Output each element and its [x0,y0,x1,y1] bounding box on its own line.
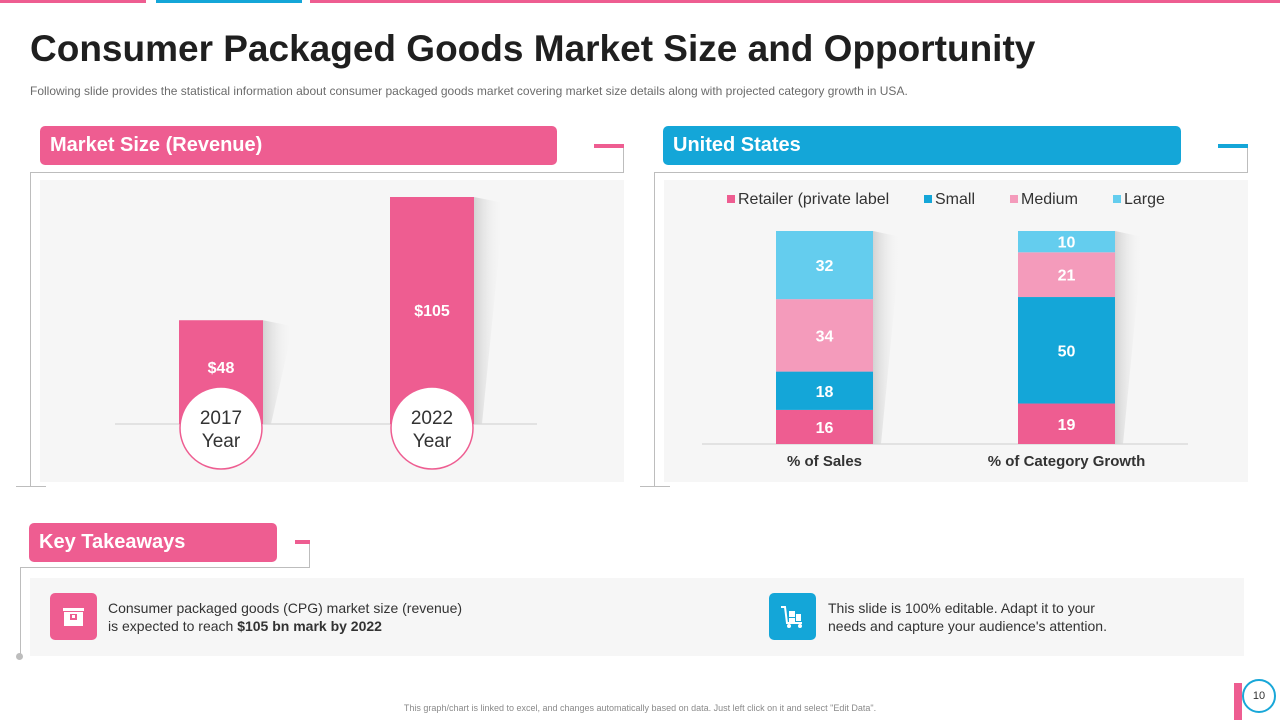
segment-value-label: 16 [816,420,834,437]
legend-label: Retailer (private label [738,191,889,208]
left-panel-bracket [30,172,624,486]
right-panel-bracket [654,172,1248,486]
segment-retailer [776,409,873,444]
takeaway-item-1-line1: Consumer packaged goods (CPG) market siz… [108,600,463,616]
page-number: 10 [1242,679,1276,713]
segment-medium [776,299,873,372]
x-tick-label: 2022 [411,408,453,429]
left-panel-bracket-right [623,146,624,172]
left-panel-accent-dash [594,144,624,148]
key-takeaways-box [30,578,1244,656]
left-panel-bracket-foot [16,486,46,487]
x-tick-label: Year [413,431,452,452]
legend-label: Large [1124,191,1165,208]
bar-value-label: $48 [208,360,235,377]
top-accent-line-middle [156,0,302,3]
legend-swatch [727,195,735,203]
legend-label: Medium [1021,191,1078,208]
page-number-accent [1234,683,1242,720]
segment-medium [1018,252,1115,298]
takeaway-item-2-line2: needs and capture your audience's attent… [828,618,1107,634]
legend-swatch [924,195,932,203]
legend-label: Small [935,191,975,208]
segment-retailer [1018,403,1115,444]
takeaway-item-1-highlight: $105 bn mark by 2022 [237,618,382,634]
united-states-header: United States [663,126,1181,165]
right-panel-bracket-right [1247,146,1248,172]
segment-value-label: 19 [1058,417,1076,434]
x-tick-label: % of Sales [787,453,862,470]
bar-shadow [263,320,293,424]
bar-shadow [474,197,504,424]
year-circle [179,386,263,470]
right-panel-accent-dash [1218,144,1248,148]
segment-large [776,231,873,300]
segment-large [1018,231,1115,253]
page-subtitle: Following slide provides the statistical… [30,84,908,98]
page-title: Consumer Packaged Goods Market Size and … [30,28,1036,69]
segment-value-label: 32 [816,258,834,275]
us-chart-area [664,180,1248,482]
cart-icon [769,593,816,640]
footer-note: This graph/chart is linked to excel, and… [403,703,877,713]
bar-shadow [1115,231,1143,444]
segment-value-label: 21 [1058,268,1076,285]
segment-small [776,371,873,410]
top-accent-line-right [310,0,1280,3]
segment-value-label: 50 [1058,343,1076,360]
bar-shadow [873,231,901,444]
segment-value-label: 10 [1058,235,1076,252]
x-tick-label: Year [202,431,241,452]
takeaway-item-2-line1: This slide is 100% editable. Adapt it to… [828,600,1095,616]
takeaway-item-1-line2: is expected to reach $105 bn mark by 202… [108,617,462,635]
key-takeaways-header: Key Takeaways [29,523,277,562]
legend-swatch [1113,195,1121,203]
segment-value-label: 34 [816,328,834,345]
bar-2022-year [390,197,474,424]
x-tick-label: % of Category Growth [988,453,1146,470]
takeaways-bracket-dot [16,653,23,660]
takeaways-accent-dash [295,540,310,544]
x-tick-label: 2017 [200,408,242,429]
takeaway-item-1: Consumer packaged goods (CPG) market siz… [108,599,462,635]
takeaway-item-2: This slide is 100% editable. Adapt it to… [828,599,1107,635]
takeaway-item-1-line2-text: is expected to reach [108,618,238,634]
year-circle [390,386,474,470]
market-size-header: Market Size (Revenue) [40,126,557,165]
segment-small [1018,297,1115,404]
takeaways-bracket [20,567,310,657]
takeaways-bracket-right [309,542,310,568]
top-accent-line-left [0,0,146,3]
legend-swatch [1010,195,1018,203]
market-size-chart-area [40,180,624,482]
bar-value-label: $105 [414,303,450,320]
box-icon [50,593,97,640]
segment-value-label: 18 [816,384,834,401]
right-panel-bracket-foot [640,486,670,487]
